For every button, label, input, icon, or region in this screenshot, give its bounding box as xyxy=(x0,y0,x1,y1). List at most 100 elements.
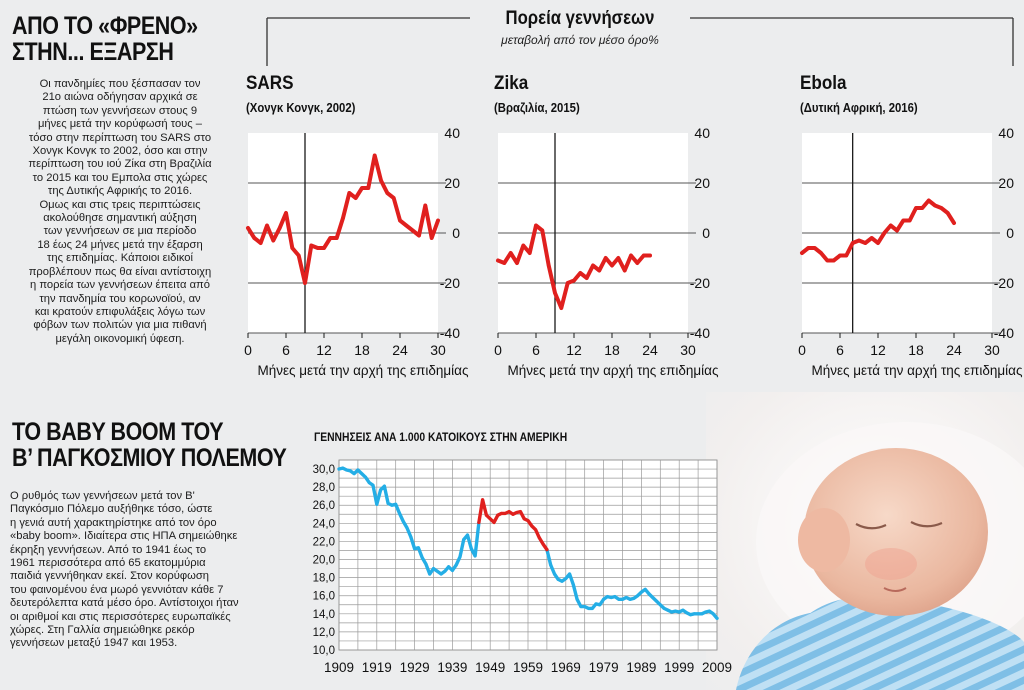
births-data-point xyxy=(624,596,628,599)
sars-y-tick-label: 0 xyxy=(452,225,460,241)
births-data-point xyxy=(666,608,670,612)
bottom-paragraph-line: χώρες. Στη Γαλλία σημειώθηκε ρεκόρ xyxy=(10,624,195,637)
births-data-point xyxy=(466,533,469,537)
births-data-point xyxy=(602,597,606,601)
births-data-point xyxy=(364,475,367,479)
sars-data-point xyxy=(303,281,307,285)
births-data-point xyxy=(356,468,360,472)
births-data-point xyxy=(621,597,624,601)
births-data-point xyxy=(700,612,704,616)
zika-data-point xyxy=(553,291,557,295)
panel-sars-subtitle: (Χονγκ Κονγκ, 2002) xyxy=(246,101,356,115)
sars-data-point xyxy=(277,226,282,230)
sars-data-point xyxy=(366,186,371,190)
sars-y-tick-label: -40 xyxy=(440,325,460,341)
births-data-point xyxy=(462,538,466,542)
bottom-paragraph-line: γεννήσεων μεταξύ 1947 και 1953. xyxy=(10,637,178,650)
births-data-point xyxy=(405,526,409,530)
panel-zika-title: Zika xyxy=(494,73,529,94)
births-data-point xyxy=(579,605,583,609)
sars-data-point xyxy=(379,178,383,183)
births-x-tick-label: 2009 xyxy=(702,660,732,675)
sars-data-point xyxy=(284,211,288,215)
births-data-point xyxy=(711,612,715,616)
top-paragraph-line: φόβων των πολιτών για μια πιθανή xyxy=(33,319,207,332)
bottom-paragraph-line: η γενιά αυτή χαρακτηρίστηκε από τον όρο xyxy=(10,516,217,529)
bottom-title-line1: ΤΟ BABY BOOM ΤΟΥ xyxy=(12,418,224,446)
zika-data-point xyxy=(622,268,627,273)
births-data-point xyxy=(549,563,553,567)
births-y-tick-label: 22,0 xyxy=(313,536,335,548)
top-paragraph-line: μήνες μετά την κορύφωσή τους – xyxy=(37,118,203,131)
births-data-point xyxy=(458,555,462,559)
births-data-point xyxy=(500,511,503,515)
births-data-point xyxy=(526,519,530,523)
births-data-point xyxy=(556,577,560,581)
zika-data-point xyxy=(540,228,545,233)
births-data-point xyxy=(348,469,352,473)
top-paragraph-line: Χονγκ Κονγκ το 2002, όσο και στην xyxy=(32,145,208,158)
births-data-point xyxy=(534,528,538,532)
births-data-point xyxy=(515,511,519,514)
births-data-point xyxy=(522,517,526,521)
zika-data-point xyxy=(534,223,538,228)
zika-x-axis-label: Μήνες μετά την αρχή της επιδημίας xyxy=(508,363,719,378)
ebola-data-point xyxy=(939,206,944,210)
ebola-data-point xyxy=(869,236,874,240)
zika-data-point xyxy=(610,263,614,268)
births-data-point xyxy=(386,501,390,505)
ebola-x-axis-label: Μήνες μετά την αρχή της επιδημίας xyxy=(812,363,1023,378)
births-data-point xyxy=(704,610,708,614)
sars-x-tick-label: 0 xyxy=(244,342,252,358)
top-paragraph: Οι πανδημίες που ξέσπασαν τον 21ο αιώνα ο… xyxy=(4,78,236,346)
ebola-y-tick-label: 40 xyxy=(998,125,1014,141)
sars-x-tick-label: 24 xyxy=(392,342,408,358)
births-data-point xyxy=(692,612,696,616)
zika-data-point xyxy=(591,263,595,268)
births-data-point xyxy=(413,547,417,551)
panel-sars-title: SARS xyxy=(246,73,294,94)
births-data-point xyxy=(439,572,443,576)
births-data-point xyxy=(352,472,356,476)
births-data-point xyxy=(583,605,587,609)
sars-data-point xyxy=(398,218,402,223)
births-x-tick-label: 1949 xyxy=(475,660,505,675)
bottom-paragraph: Ο ρυθμός των γεννήσεων μετά τον Β' Παγκόσ… xyxy=(10,490,290,651)
births-data-point xyxy=(658,603,662,607)
births-data-point xyxy=(390,503,394,507)
births-data-point xyxy=(428,572,432,576)
births-data-point xyxy=(360,472,364,476)
chart-ebola: 40 20 0 -20 -40 0 6 12 18 24 30 Μήνες μετά την αρχή… xyxy=(798,125,1023,378)
zika-data-point xyxy=(546,263,551,268)
sars-data-point xyxy=(296,253,301,258)
zika-x-tick-label: 24 xyxy=(642,342,658,358)
top-paragraph-line: προβλέπουν πως θα είναι αντίστοιχη xyxy=(28,265,212,278)
births-y-tick-label: 20,0 xyxy=(313,555,335,567)
bottom-chart-title: ΓΕΝΝΗΣΕΙΣ ΑΝΑ 1.000 ΚΑΤΟΙΚΟΥΣ ΣΤΗΝ ΑΜΕΡΙ… xyxy=(314,430,568,444)
sars-data-point xyxy=(360,186,364,190)
births-y-tick-label: 10,0 xyxy=(313,645,335,657)
births-x-tick-label: 1979 xyxy=(589,660,619,675)
ebola-data-point xyxy=(952,221,956,225)
sars-data-point xyxy=(309,243,314,248)
bottom-paragraph-line: δευτερόλεπτα κατά μέσο όρο. Αντίστοιχοι … xyxy=(10,597,239,610)
births-data-point xyxy=(488,517,492,521)
births-data-point xyxy=(432,567,435,571)
births-data-point xyxy=(394,502,398,506)
births-x-tick-label: 1909 xyxy=(324,660,354,675)
ebola-x-tick-label: 12 xyxy=(870,342,886,358)
births-data-point xyxy=(651,596,655,599)
zika-data-point xyxy=(629,253,633,258)
zika-data-point xyxy=(572,278,576,283)
top-paragraph-line: το 2015 και του Εμπολα στις χώρες xyxy=(32,171,208,184)
ebola-data-point xyxy=(914,206,918,210)
bottom-paragraph-line: παιδιά γεννήθηκαν εκεί. Στον κορύφωση xyxy=(10,570,209,583)
top-paragraph-line: μεγάλη οικονομική ύφεση. xyxy=(55,332,185,345)
top-title-line2: ΣΤΗΝ... ΕΞΑΡΣΗ xyxy=(12,38,174,66)
zika-data-point xyxy=(496,258,500,263)
births-data-point xyxy=(605,595,609,599)
ebola-data-point xyxy=(945,211,950,215)
bottom-title-line2: Β’ ΠΑΓΚΟΣΜΙΟΥ ΠΟΛΕΜΟΥ xyxy=(12,444,287,472)
zika-x-tick-label: 6 xyxy=(532,342,540,358)
bottom-paragraph-line: Ο ρυθμός των γεννήσεων μετά τον Β' xyxy=(10,490,195,502)
